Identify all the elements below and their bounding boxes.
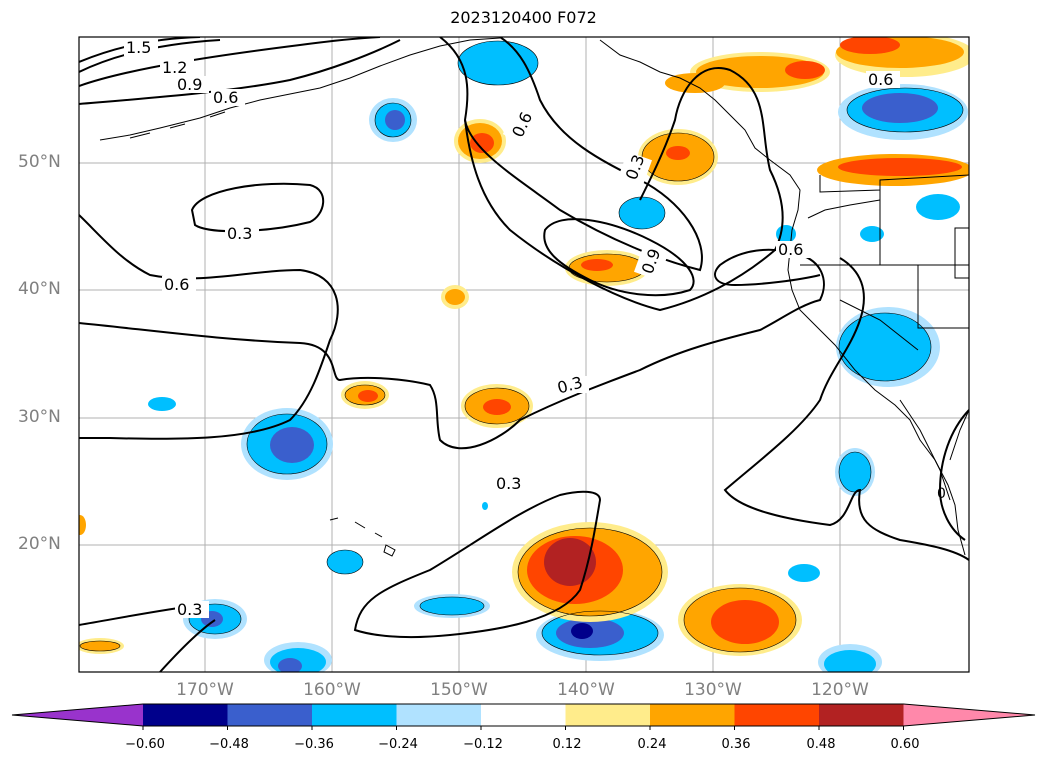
colorbar-tick-label: 0.60 [890,737,920,752]
lon-label-170w: 170°W [176,680,234,700]
colorbar-tick-label: 0.36 [721,737,751,752]
colorbar-tick-label: 0.24 [637,737,667,752]
colorbar-tick-label: 0.12 [552,737,582,752]
colorbar [11,703,1036,730]
contour-label: 0.6 [164,275,189,294]
colorbar-extend-low [12,704,143,726]
contour-label: 0.6 [213,88,238,107]
colorbar-segment [819,704,904,726]
colorbar-tick-label: −0.24 [378,737,418,752]
colorbar-tick-label: −0.60 [125,737,165,752]
colorbar-segment [565,704,651,726]
contour-label: 0 [937,486,946,502]
lon-label-120w: 120°W [811,680,869,700]
colorbar-segment [143,704,228,726]
contour-label: 0.9 [177,75,202,94]
contour-label: 1.5 [126,38,151,57]
lat-label-50n: 50°N [18,152,61,172]
lon-label-150w: 150°W [430,680,488,700]
contour-label: 0.6 [778,240,803,259]
contour-label: 0.3 [177,600,202,619]
lon-label-140w: 140°W [557,680,615,700]
colorbar-segment [227,704,313,726]
contour-label-plates [124,39,900,618]
lon-label-160w: 160°W [303,680,361,700]
colorbar-segment [396,704,482,726]
lat-label-20n: 20°N [18,534,61,554]
contour-labels: 1.5 1.2 0.9 0.6 0.6 0.3 0.9 0.3 0.6 0.3 … [126,38,946,619]
colorbar-segment [312,704,397,726]
colorbar-tick-label: −0.36 [294,737,334,752]
colorbar-extend-high [903,704,1035,726]
colorbar-tick-label: −0.12 [463,737,503,752]
contour-lines [79,37,969,672]
contour-label: 1.2 [162,58,187,77]
map-title: 2023120400 F072 [450,8,597,27]
map-frame [78,36,970,673]
contour-label: 0.6 [868,70,893,89]
lat-label-30n: 30°N [18,407,61,427]
contour-label: 0.3 [227,224,252,243]
contour-label: 0.3 [496,474,521,493]
colorbar-tick-label: −0.48 [209,737,249,752]
colorbar-segment [734,704,820,726]
lat-label-40n: 40°N [18,279,61,299]
colorbar-segment [481,704,566,726]
colorbar-tick-label: 0.48 [806,737,836,752]
lon-label-130w: 130°W [684,680,742,700]
colorbar-segment [650,704,735,726]
